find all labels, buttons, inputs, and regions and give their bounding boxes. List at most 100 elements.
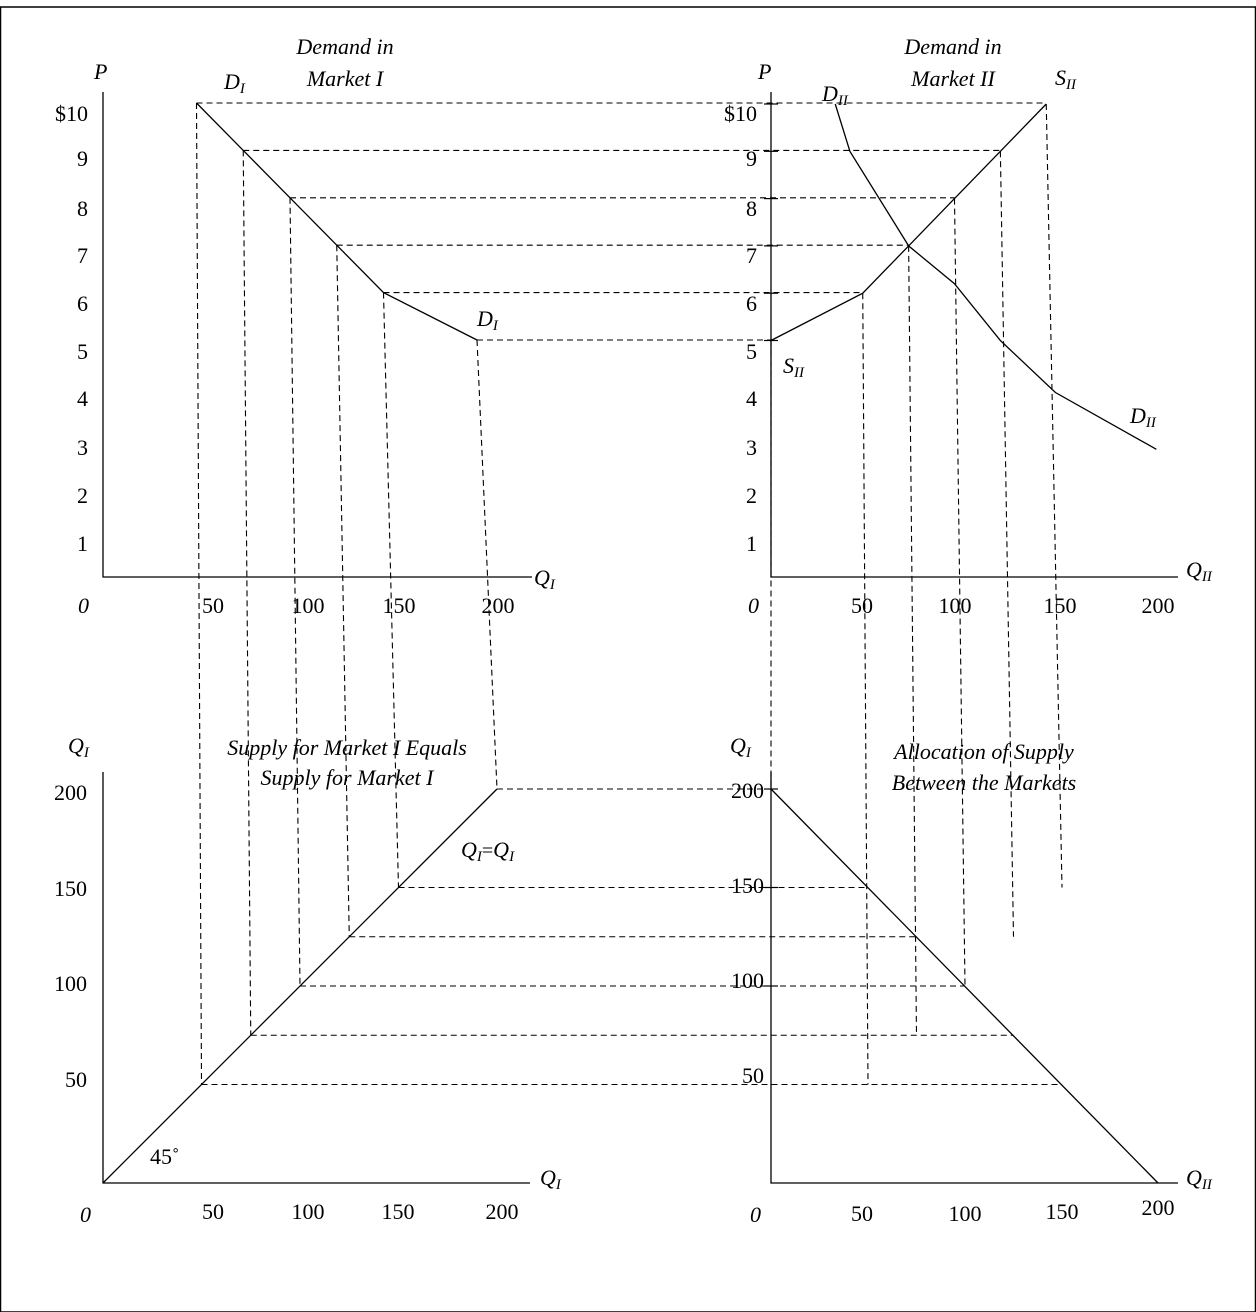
tick-label: 6	[746, 291, 757, 316]
demand-curve-market-2	[834, 103, 1157, 450]
tick-label: 3	[746, 435, 757, 460]
price-tick-labels: $10 9 8 7 6 5 4 3 2 1	[724, 101, 757, 556]
y-axis-label-p: P	[757, 59, 771, 84]
tick-label: 150	[1046, 1199, 1079, 1224]
x-axis-label-q1: QI	[540, 1165, 562, 1193]
tick-label: 50	[202, 593, 224, 618]
guide-vertical-right	[908, 245, 918, 1036]
x-tick-labels: 50 100 150 200	[851, 1195, 1175, 1226]
y-tick-labels: 200 150 100 50	[54, 780, 87, 1092]
curve-label-s2-top: SII	[1055, 65, 1077, 93]
curve-label-d2-bottom: DII	[1129, 403, 1157, 431]
curve-label-d1-top: DI	[223, 69, 246, 97]
panel-demand-market-1: Demand in Market I P QI 0 DI DI $10 9 8 …	[55, 34, 556, 618]
tick-label: 200	[1142, 1195, 1175, 1220]
forty-five-degree-line	[102, 788, 498, 1184]
y-axis-label-q1: QI	[68, 733, 90, 761]
tick-label: 4	[746, 386, 757, 411]
tick-label: 1	[77, 531, 88, 556]
title-line-1: Supply for Market I Equals	[227, 735, 467, 760]
demand-curve-market-1	[196, 102, 478, 341]
title-line-2: Market I	[306, 66, 385, 91]
tick-label: 100	[54, 971, 87, 996]
tick-label: 200	[482, 593, 515, 618]
tick-label: 150	[1044, 593, 1077, 618]
guide-vertical-left	[195, 102, 203, 1085]
origin-label: 0	[78, 593, 89, 618]
tick-label: 8	[77, 196, 88, 221]
tick-label: 200	[486, 1199, 519, 1224]
angle-label-45: 45˚	[150, 1144, 179, 1169]
tick-label: 150	[731, 873, 764, 898]
title-line-1: Allocation of Supply	[892, 739, 1074, 764]
tick-label: 5	[746, 339, 757, 364]
tick-label: 100	[292, 1199, 325, 1224]
axes	[102, 92, 1178, 1184]
title-line-1: Demand in	[903, 34, 1001, 59]
axis-bottom-right	[770, 772, 1178, 1184]
origin-label: 0	[750, 1202, 761, 1227]
quantity-tick-labels: 50 100 150 200	[851, 593, 1175, 618]
x-axis-label-q1: QI	[534, 565, 556, 593]
guide-vertical-left	[336, 245, 350, 937]
curves	[102, 102, 1159, 1184]
tick-label: 100	[292, 593, 325, 618]
tick-label: 100	[949, 1201, 982, 1226]
axis-top-right	[770, 92, 1178, 578]
tick-label: 9	[77, 146, 88, 171]
tick-label: 150	[383, 593, 416, 618]
tick-label: 8	[746, 196, 757, 221]
tick-label: 50	[851, 1201, 873, 1226]
tick-label: 2	[77, 483, 88, 508]
title-line-2: Supply for Market I	[261, 765, 436, 790]
tick-label: $10	[724, 101, 757, 126]
tick-label: 1	[746, 531, 757, 556]
guide-vertical-left	[289, 197, 301, 987]
tick-label: 4	[77, 386, 88, 411]
tick-label: 50	[202, 1199, 224, 1224]
axis-top-left	[102, 92, 532, 578]
tick-label: $10	[55, 101, 88, 126]
allocation-line	[770, 788, 1159, 1184]
tick-label: 5	[77, 339, 88, 364]
tick-label: 6	[77, 291, 88, 316]
curve-label-s2-bottom: SII	[783, 353, 805, 381]
y-axis-label-q1: QI	[730, 733, 752, 761]
guide-vertical-right	[862, 293, 869, 1085]
tick-label: 150	[382, 1199, 415, 1224]
tick-label: 7	[77, 243, 88, 268]
tick-label: 50	[742, 1063, 764, 1088]
price-tick-labels: $10 9 8 7 6 5 4 3 2 1	[55, 101, 88, 556]
tick-label: 9	[746, 146, 757, 171]
guide-vertical-left	[242, 150, 252, 1036]
tick-label: 200	[1142, 593, 1175, 618]
panel-allocation-of-supply: Allocation of Supply Between the Markets…	[730, 733, 1213, 1227]
y-axis-label-p: P	[93, 59, 107, 84]
tick-label: 200	[54, 780, 87, 805]
dashed-guide-lines	[195, 102, 1063, 1086]
guide-vertical-right	[999, 151, 1015, 937]
tick-label: 200	[731, 778, 764, 803]
guide-vertical-left	[476, 339, 498, 790]
guide-vertical-right	[953, 198, 966, 987]
origin-label: 0	[80, 1202, 91, 1227]
tick-label: 7	[746, 243, 757, 268]
x-axis-label-q2: QII	[1186, 1165, 1213, 1193]
guide-vertical-right	[1045, 103, 1063, 888]
title-line-1: Demand in	[295, 34, 393, 59]
supply-curve-market-2	[770, 103, 1047, 342]
x-tick-labels: 50 100 150 200	[202, 1199, 519, 1224]
origin-label: 0	[748, 593, 759, 618]
tick-label: 50	[65, 1067, 87, 1092]
tick-label: 50	[851, 593, 873, 618]
quantity-tick-labels: 50 100 150 200	[202, 593, 515, 618]
axis-bottom-left	[102, 772, 530, 1184]
panel-demand-market-2: Demand in Market II P QII 0 DII DII SII …	[724, 34, 1213, 618]
x-axis-label-q2: QII	[1186, 557, 1213, 585]
title-line-2: Market II	[910, 66, 996, 91]
guide-vertical-left	[382, 292, 400, 888]
panel-supply-market-1: Supply for Market I Equals Supply for Ma…	[54, 733, 562, 1227]
tick-label: 3	[77, 435, 88, 460]
y-tick-labels: 200 150 100 50	[731, 778, 764, 1088]
